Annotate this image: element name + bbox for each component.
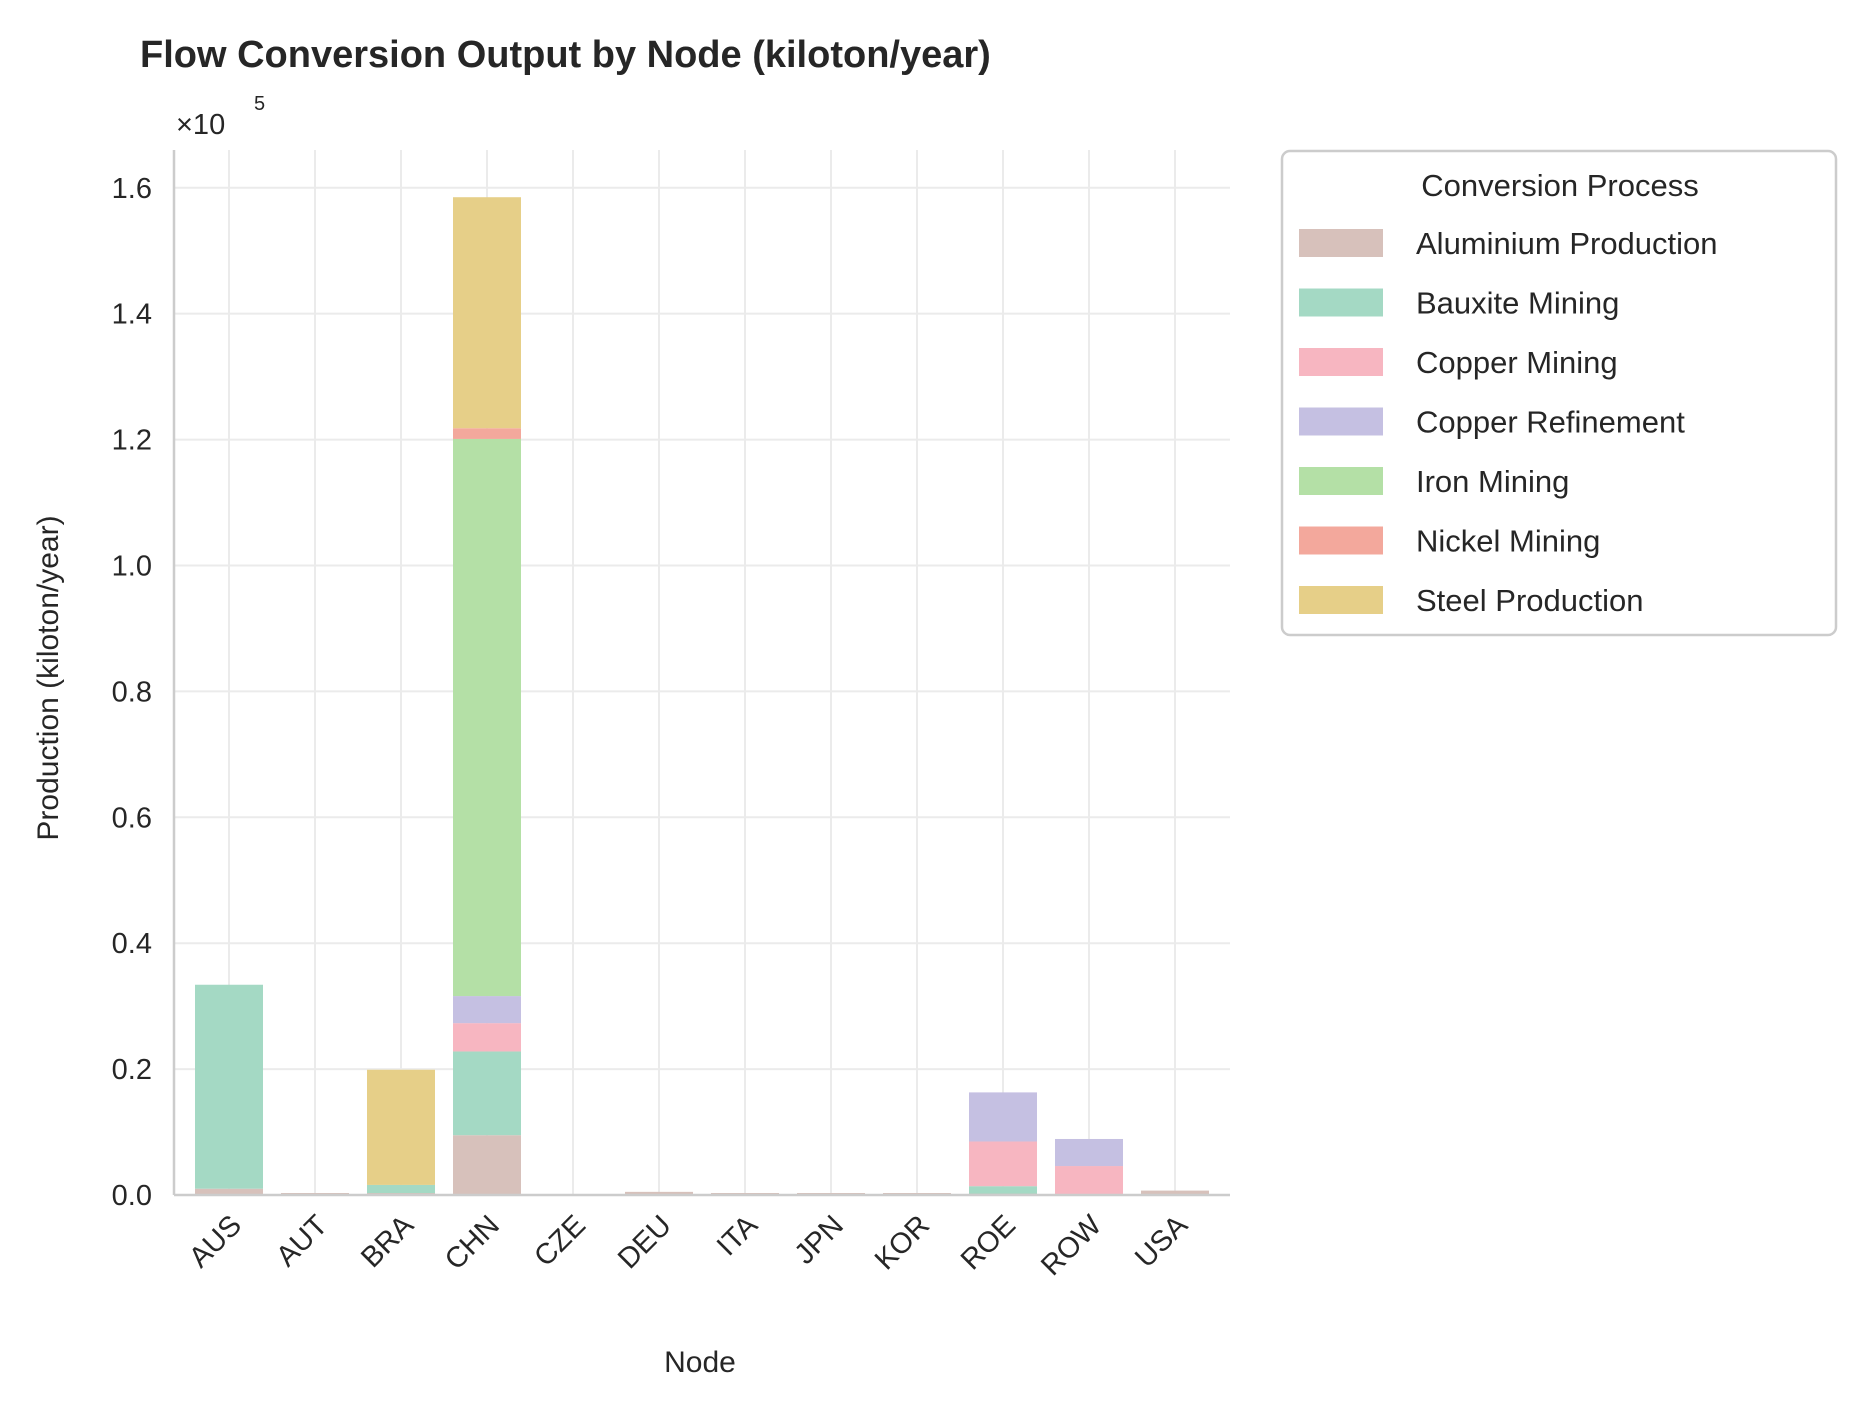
- bar-segment: [195, 1188, 263, 1195]
- bar-segment: [1055, 1166, 1123, 1195]
- bar-segment: [969, 1141, 1037, 1187]
- legend-label: Aluminium Production: [1416, 226, 1718, 261]
- chart-title: Flow Conversion Output by Node (kiloton/…: [140, 34, 991, 76]
- legend-swatch: [1299, 288, 1383, 317]
- bar-segment: [453, 996, 521, 1024]
- y-multiplier: ×10 5: [176, 93, 265, 141]
- bar-segment: [969, 1092, 1037, 1142]
- bar-segment: [453, 428, 521, 439]
- legend-label: Copper Refinement: [1416, 405, 1685, 440]
- bars: [195, 197, 1209, 1195]
- bar-segment: [367, 1069, 435, 1185]
- y-tick-label: 0.8: [112, 676, 152, 708]
- legend-swatch: [1299, 586, 1383, 614]
- x-tick-label: ROW: [1035, 1209, 1108, 1282]
- x-tick-label: CHN: [439, 1209, 506, 1276]
- grid: [174, 150, 1230, 1196]
- x-ticks: AUS AUT BRA CHN CZE DEU ITA JPN KOR ROE ROW USA: [183, 1209, 1194, 1282]
- y-multiplier-exponent: 5: [254, 93, 265, 115]
- bar-segment: [453, 1023, 521, 1052]
- y-tick-label: 1.0: [112, 550, 152, 582]
- bar-segment: [453, 197, 521, 429]
- legend-swatch: [1299, 526, 1383, 555]
- y-multiplier-base: ×10: [176, 109, 225, 141]
- y-tick-label: 1.6: [112, 173, 152, 205]
- bar-segment: [1055, 1138, 1123, 1167]
- legend-label: Nickel Mining: [1416, 524, 1600, 559]
- legend-swatch: [1299, 467, 1383, 495]
- legend-swatch: [1299, 229, 1383, 257]
- bar-segment: [969, 1186, 1037, 1194]
- y-tick-label: 1.4: [112, 299, 152, 331]
- axes: [172, 150, 1230, 1197]
- x-tick-label: BRA: [355, 1209, 420, 1274]
- y-tick-label: 0.2: [112, 1054, 152, 1086]
- legend-items: Aluminium Production Bauxite Mining Copper…: [1299, 226, 1718, 618]
- legend: Conversion Process Aluminium Production B…: [1280, 149, 1838, 637]
- legend-title: Conversion Process: [1421, 168, 1698, 203]
- y-tick-label: 0.6: [112, 802, 152, 834]
- legend-label: Bauxite Mining: [1416, 286, 1619, 321]
- bar-segment: [367, 1184, 435, 1194]
- y-ticks: 0.0 0.2 0.4 0.6 0.8 1.0 1.2 1.4 1.6: [112, 173, 152, 1212]
- legend-frame: [1280, 149, 1838, 637]
- bar-segment: [625, 1191, 693, 1195]
- x-tick-label: ROE: [955, 1209, 1022, 1276]
- x-tick-label: DEU: [612, 1209, 678, 1275]
- x-tick-label: KOR: [869, 1209, 936, 1276]
- legend-label: Steel Production: [1416, 583, 1643, 618]
- y-tick-label: 1.2: [112, 425, 152, 457]
- bar-segment: [1141, 1190, 1209, 1195]
- x-tick-label: AUS: [183, 1209, 248, 1274]
- y-axis-label: Production (kiloton/year): [32, 515, 65, 840]
- x-tick-label: AUT: [270, 1209, 334, 1273]
- x-tick-label: CZE: [528, 1209, 592, 1273]
- bar-segment: [453, 438, 521, 997]
- bar-segment: [195, 984, 263, 1189]
- y-tick-label: 0.4: [112, 928, 152, 960]
- y-tick-label: 0.0: [112, 1180, 152, 1212]
- legend-swatch: [1299, 348, 1383, 376]
- bar-segment: [453, 1051, 521, 1136]
- legend-label: Iron Mining: [1416, 464, 1569, 499]
- legend-swatch: [1299, 407, 1383, 436]
- x-tick-label: USA: [1129, 1209, 1194, 1274]
- x-axis-label: Node: [664, 1346, 736, 1379]
- x-tick-label: JPN: [789, 1209, 850, 1270]
- legend-label: Copper Mining: [1416, 345, 1618, 380]
- x-tick-label: ITA: [711, 1209, 764, 1262]
- bar-segment: [453, 1135, 521, 1195]
